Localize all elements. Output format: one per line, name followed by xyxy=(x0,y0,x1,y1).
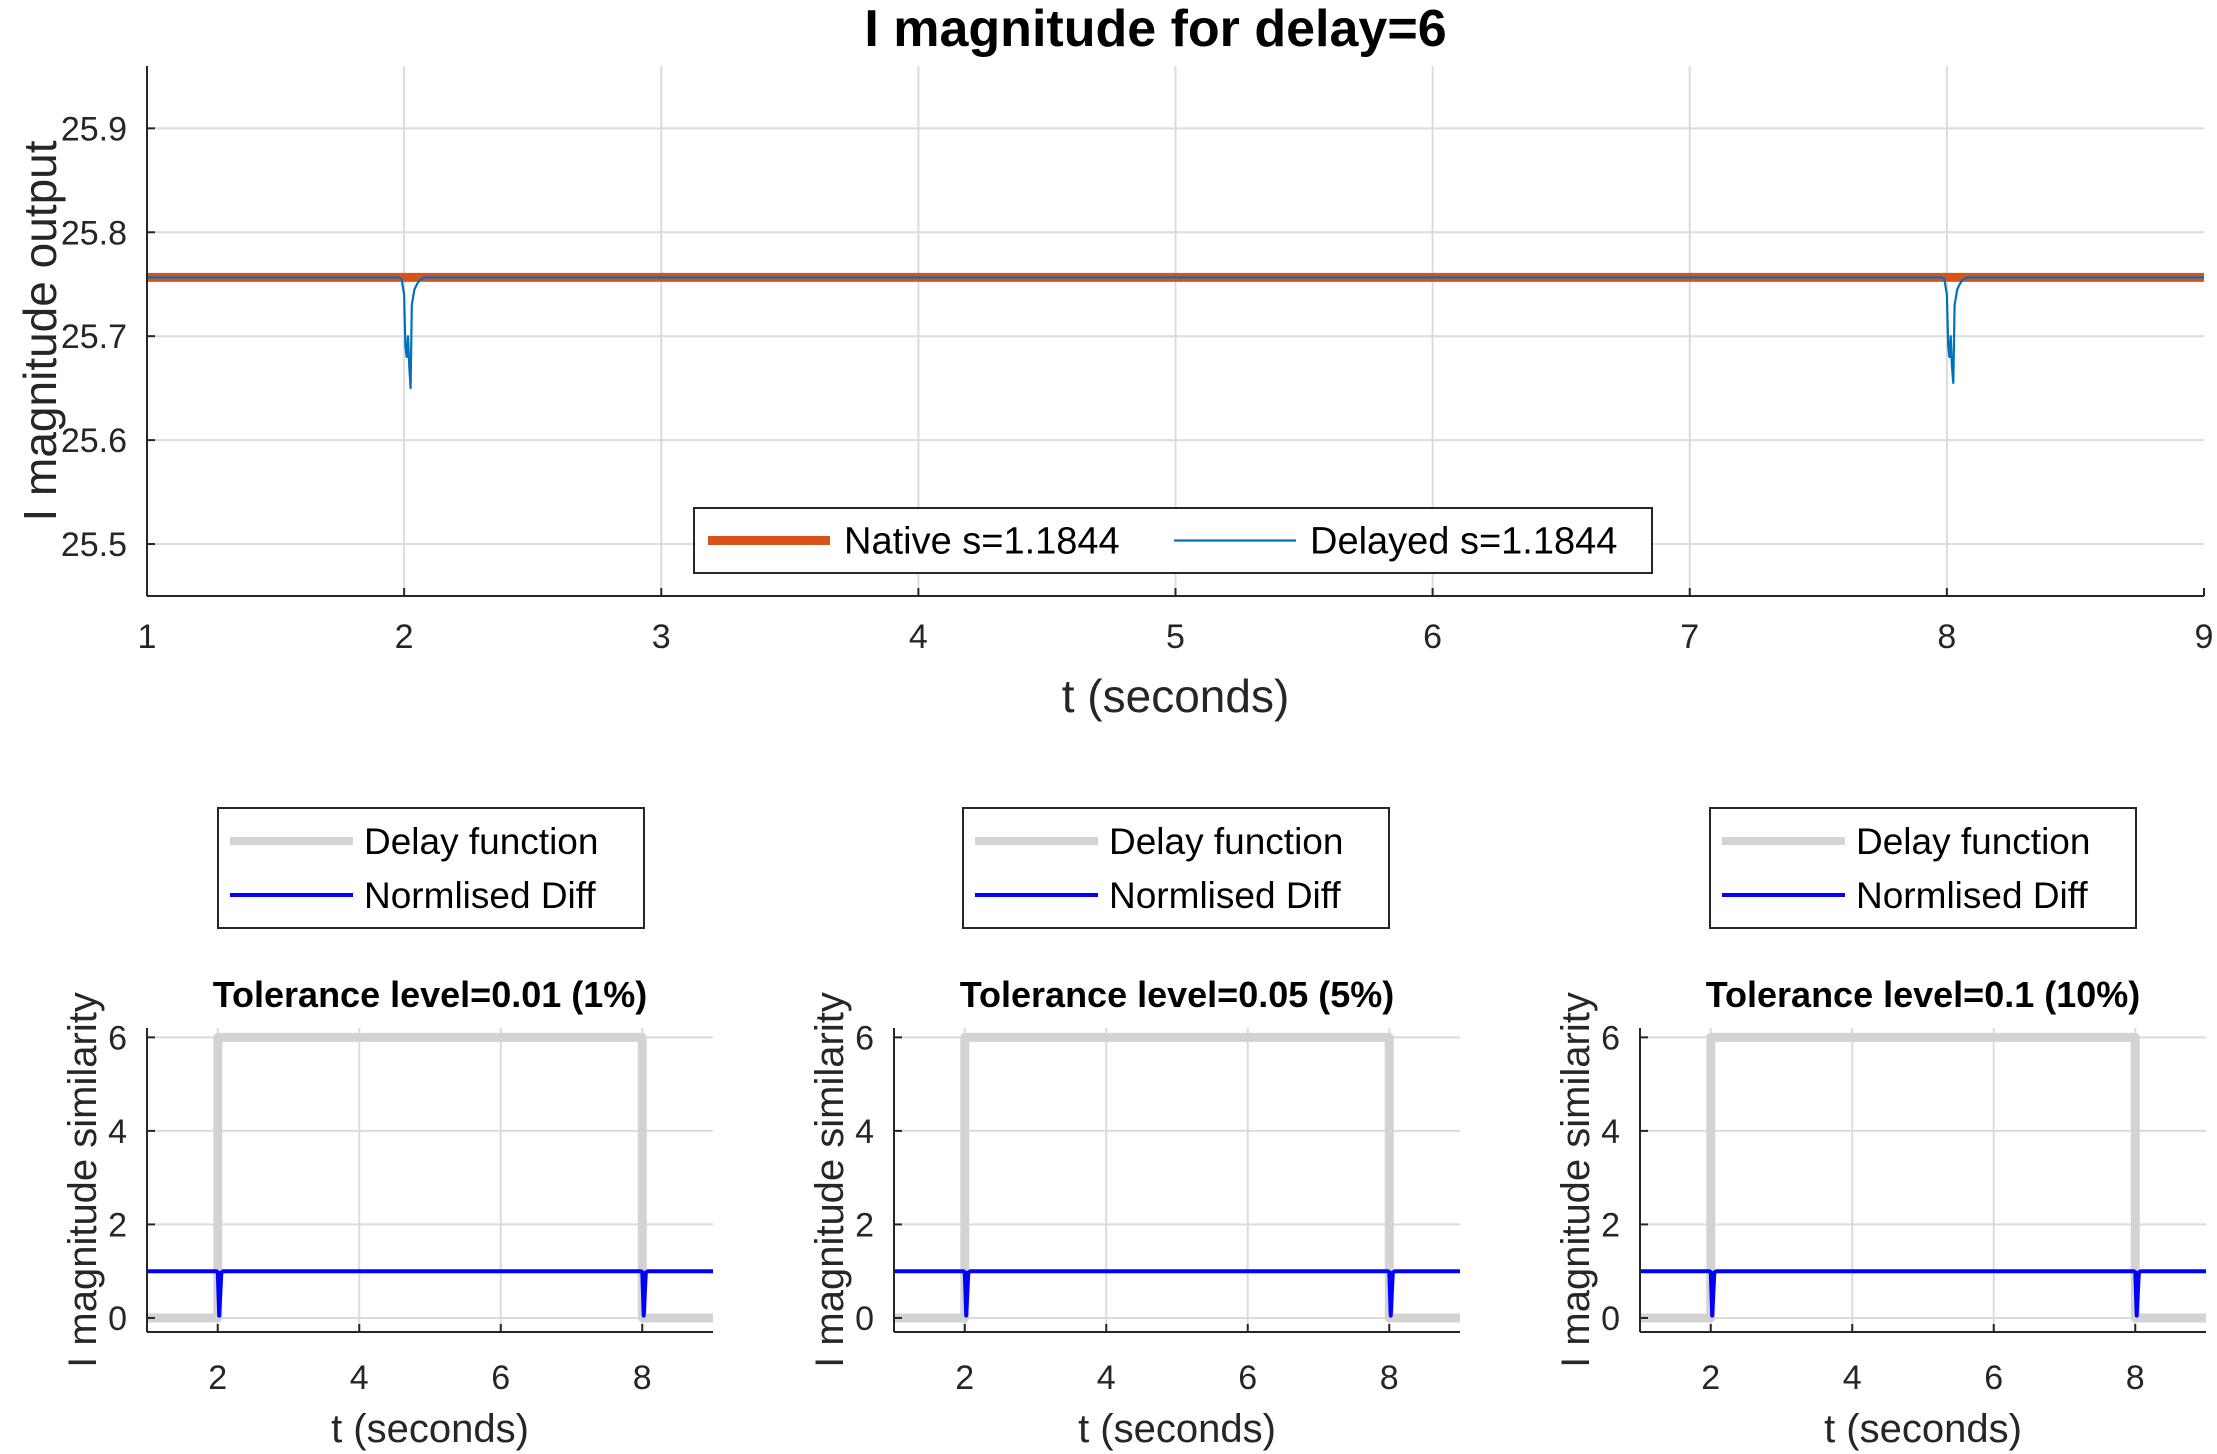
x-tick-label: 7 xyxy=(1680,618,1699,656)
chart-2: 2 4 6 8 0 2 4 6 Tolerance level=0.01 (1%) t (seco… xyxy=(61,807,713,1451)
legend-box xyxy=(962,807,1390,929)
x-tick-label: 2 xyxy=(1701,1359,1720,1397)
y-tick-label: 2 xyxy=(108,1206,127,1244)
y-tick-label: 0 xyxy=(855,1300,874,1338)
legend: Delay function Normlised Diff xyxy=(962,807,1390,929)
x-axis-label: t (seconds) xyxy=(1062,670,1290,722)
legend-label: Native s=1.1844 xyxy=(844,521,1120,563)
legend-label: Delayed s=1.1844 xyxy=(1310,521,1617,563)
series-line-2 xyxy=(894,1269,1460,1318)
y-axis-label: I magnitude similarity xyxy=(808,992,852,1368)
legend-label: Normlised Diff xyxy=(1856,875,2088,916)
y-axis-label: I magnitude output xyxy=(14,140,66,521)
x-tick-label: 8 xyxy=(2126,1359,2145,1397)
y-tick-label: 25.9 xyxy=(61,110,127,148)
legend-box xyxy=(217,807,645,929)
y-tick-label: 4 xyxy=(108,1113,127,1151)
x-tick-label: 6 xyxy=(491,1359,510,1397)
x-tick-label: 6 xyxy=(1984,1359,2003,1397)
x-tick-label: 4 xyxy=(1843,1359,1862,1397)
chart-title: Tolerance level=0.01 (1%) xyxy=(213,974,648,1015)
legend-label: Delay function xyxy=(1109,821,1343,862)
x-tick-label: 4 xyxy=(1097,1359,1116,1397)
y-tick-label: 6 xyxy=(855,1019,874,1057)
y-tick-label: 6 xyxy=(1601,1019,1620,1057)
x-axis-label: t (seconds) xyxy=(1078,1407,1276,1451)
y-tick-label: 0 xyxy=(108,1300,127,1338)
y-tick-label: 2 xyxy=(855,1206,874,1244)
y-tick-label: 25.6 xyxy=(61,422,127,460)
legend-box xyxy=(693,507,1653,574)
y-tick-label: 6 xyxy=(108,1019,127,1057)
y-tick-label: 25.5 xyxy=(61,526,127,564)
chart-title: I magnitude for delay=6 xyxy=(864,0,1446,58)
series-line-1 xyxy=(1640,1032,2206,1323)
x-tick-label: 5 xyxy=(1166,618,1185,656)
plot-area xyxy=(1640,1028,2206,1332)
y-tick-label: 25.8 xyxy=(61,214,127,252)
plot-area xyxy=(894,1028,1460,1332)
x-tick-label: 2 xyxy=(395,618,414,656)
plot-area xyxy=(147,1028,713,1332)
x-tick-label: 2 xyxy=(208,1359,227,1397)
x-tick-label: 8 xyxy=(1380,1359,1399,1397)
series-line-1 xyxy=(894,1032,1460,1323)
y-tick-label: 4 xyxy=(855,1113,874,1151)
y-axis-label: I magnitude similarity xyxy=(1554,992,1598,1368)
legend-label: Normlised Diff xyxy=(364,875,596,916)
x-tick-label: 8 xyxy=(633,1359,652,1397)
x-tick-label: 6 xyxy=(1238,1359,1257,1397)
x-tick-label: 8 xyxy=(1937,618,1956,656)
chart-3: 2 4 6 8 0 2 4 6 Tolerance level=0.05 (5%) t (seco… xyxy=(808,807,1460,1451)
y-tick-label: 25.7 xyxy=(61,318,127,356)
series-line-2 xyxy=(147,276,2204,390)
series-line-2 xyxy=(147,1269,713,1318)
y-tick-label: 0 xyxy=(1601,1300,1620,1338)
chart-1: 1 2 3 4 5 6 7 8 925.525.625.725.825.9I magnitude… xyxy=(14,0,2213,722)
x-tick-label: 2 xyxy=(955,1359,974,1397)
x-tick-label: 4 xyxy=(909,618,928,656)
x-tick-label: 3 xyxy=(652,618,671,656)
legend: Delay function Normlised Diff xyxy=(1709,807,2137,929)
x-axis-label: t (seconds) xyxy=(1824,1407,2022,1451)
y-axis-label: I magnitude similarity xyxy=(61,992,105,1368)
legend: Delay function Normlised Diff xyxy=(217,807,645,929)
legend-label: Delay function xyxy=(364,821,598,862)
legend-label: Normlised Diff xyxy=(1109,875,1341,916)
legend-label: Delay function xyxy=(1856,821,2090,862)
series-line-1 xyxy=(147,1032,713,1323)
x-tick-label: 9 xyxy=(2195,618,2214,656)
legend-box xyxy=(1709,807,2137,929)
x-tick-label: 4 xyxy=(350,1359,369,1397)
x-tick-label: 1 xyxy=(138,618,157,656)
chart-title: Tolerance level=0.1 (10%) xyxy=(1706,974,2141,1015)
y-tick-label: 2 xyxy=(1601,1206,1620,1244)
x-tick-label: 6 xyxy=(1423,618,1442,656)
chart-title: Tolerance level=0.05 (5%) xyxy=(960,974,1395,1015)
x-axis-label: t (seconds) xyxy=(331,1407,529,1451)
chart-4: 2 4 6 8 0 2 4 6 Tolerance level=0.1 (10%) t (seco… xyxy=(1554,807,2206,1451)
series-line-2 xyxy=(1640,1269,2206,1318)
legend: Native s=1.1844 Delayed s=1.1844 xyxy=(693,507,1653,574)
y-tick-label: 4 xyxy=(1601,1113,1620,1151)
